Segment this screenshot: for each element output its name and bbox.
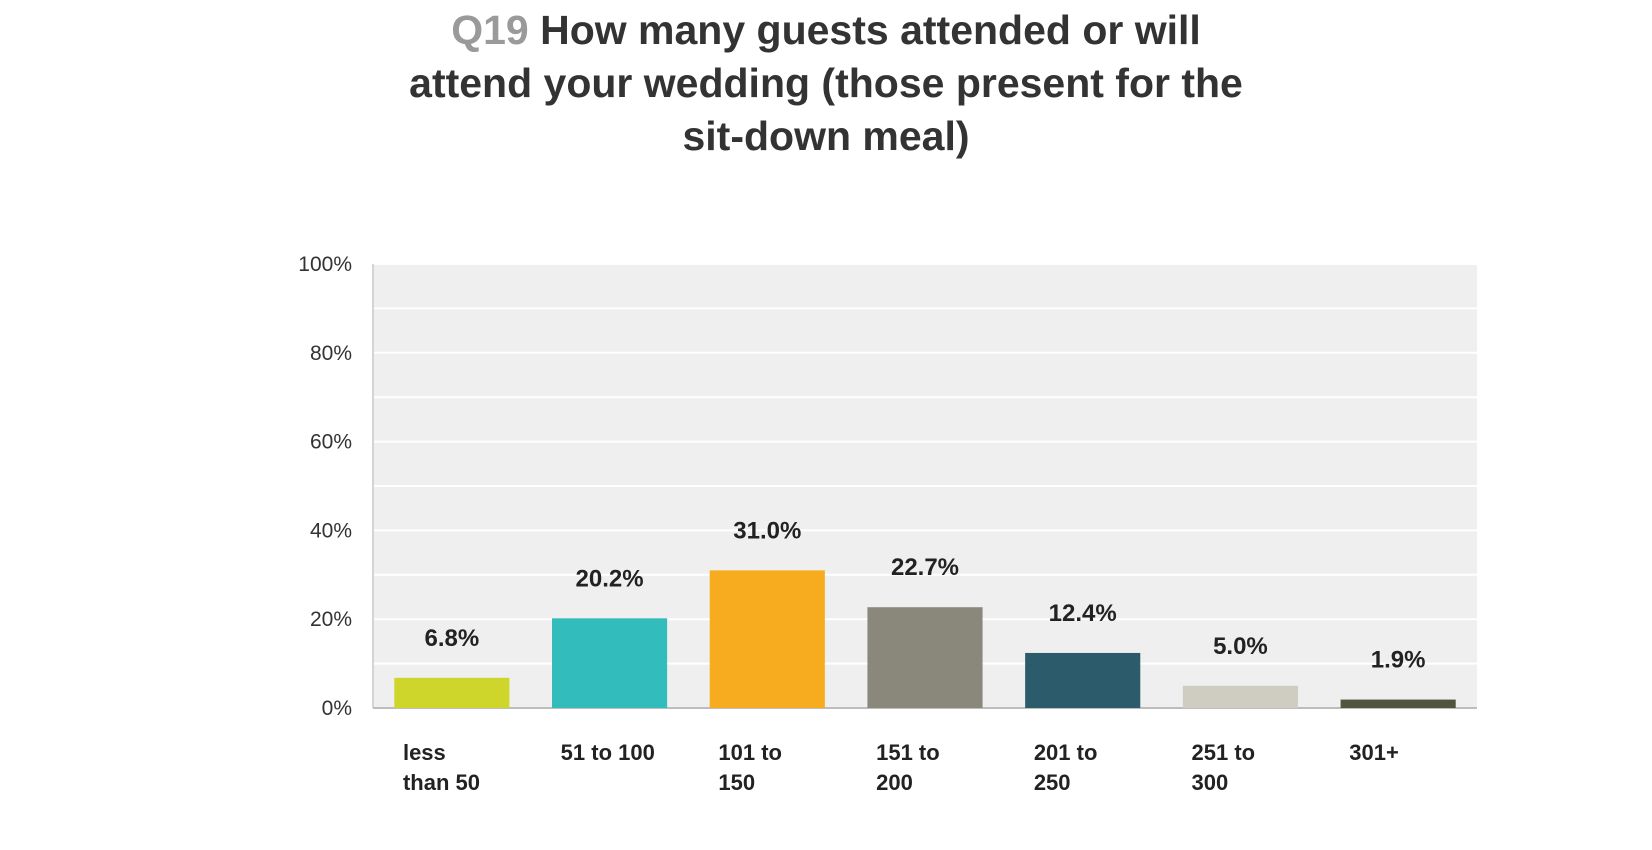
data-label: 1.9% xyxy=(1371,647,1426,674)
bar xyxy=(1025,652,1141,708)
x-category-label: less xyxy=(403,740,446,765)
x-category-label: 200 xyxy=(876,770,913,795)
x-category-label: 150 xyxy=(718,770,755,795)
x-category-label: 51 to 100 xyxy=(561,740,655,765)
data-label: 6.8% xyxy=(425,625,480,652)
x-category-label: 250 xyxy=(1034,770,1071,795)
data-label: 5.0% xyxy=(1213,633,1268,660)
title-line-1: How many guests attended or will xyxy=(540,7,1201,53)
y-tick-label: 20% xyxy=(310,608,352,631)
title-line-2: attend your wedding (those present for t… xyxy=(409,60,1243,106)
bar xyxy=(867,607,983,708)
y-tick-label: 0% xyxy=(322,697,352,720)
question-number: Q19 xyxy=(451,7,529,53)
y-tick-label: 40% xyxy=(310,519,352,542)
chart-title: Q19 How many guests attended or will att… xyxy=(0,0,1652,163)
data-label: 20.2% xyxy=(576,565,644,592)
bar xyxy=(394,677,510,708)
x-category-label: 301+ xyxy=(1349,740,1399,765)
x-category-label: 300 xyxy=(1192,770,1229,795)
x-category-label: 151 to xyxy=(876,740,940,765)
y-tick-label: 60% xyxy=(310,431,352,454)
y-tick-label: 80% xyxy=(310,342,352,365)
data-label: 12.4% xyxy=(1049,600,1117,627)
title-line-3: sit-down meal) xyxy=(682,113,970,159)
y-tick-label: 100% xyxy=(298,253,352,276)
bar xyxy=(1340,699,1456,708)
bar xyxy=(1182,685,1298,708)
x-category-label: than 50 xyxy=(403,770,480,795)
bar xyxy=(552,618,668,708)
bar xyxy=(709,570,825,708)
data-label: 22.7% xyxy=(891,554,959,581)
x-category-label: 251 to xyxy=(1192,740,1256,765)
x-category-label: 201 to xyxy=(1034,740,1098,765)
x-category-label: 101 to xyxy=(718,740,782,765)
data-label: 31.0% xyxy=(733,517,801,544)
